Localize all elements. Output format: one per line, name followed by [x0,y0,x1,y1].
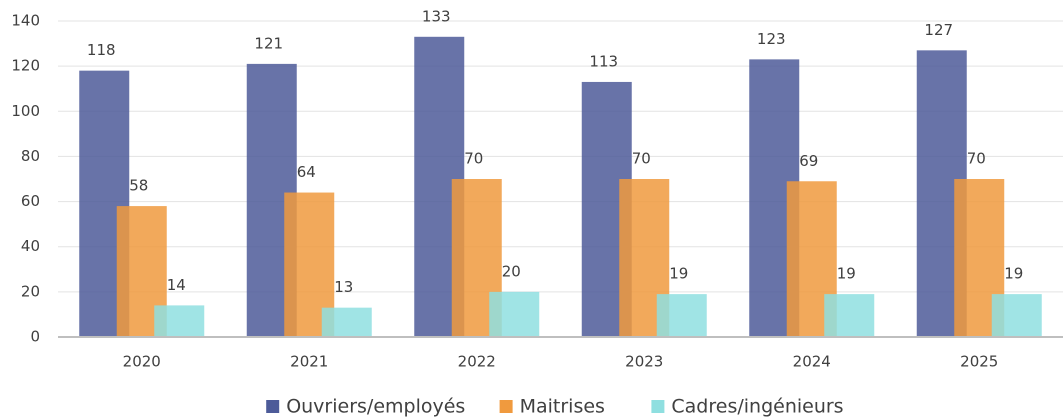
y-tick-label: 0 [30,328,40,346]
data-label: 121 [254,34,283,52]
y-tick-label: 60 [21,192,40,210]
bar [991,294,1042,337]
bar [154,305,205,337]
legend-label: Cadres/ingénieurs [671,396,843,418]
data-label: 113 [589,52,618,70]
data-label: 118 [87,41,116,59]
data-label: 70 [967,150,986,168]
x-tick-label: 2021 [290,353,328,371]
y-tick-label: 20 [21,282,40,300]
y-tick-label: 80 [21,147,40,165]
data-label: 19 [669,265,688,283]
data-label: 19 [1004,265,1023,283]
bar [824,294,875,337]
bar [489,291,540,337]
y-tick-label: 40 [21,237,40,255]
y-tick-label: 140 [11,12,40,30]
data-label: 19 [837,265,856,283]
legend: Ouvriers/employés Maitrises Cadres/ingénie… [266,396,844,418]
x-tick-label: 2022 [458,353,496,371]
x-tick-label: 2025 [960,353,998,371]
legend-label: Ouvriers/employés [286,396,465,418]
data-label: 14 [167,276,186,294]
bar [656,294,707,337]
legend-swatch [651,400,665,413]
data-label: 69 [799,152,818,170]
data-label: 123 [757,30,786,48]
data-label: 70 [464,150,483,168]
data-label: 70 [632,150,651,168]
x-tick-label: 2023 [625,353,663,371]
x-tick-label: 2024 [793,353,831,371]
legend-label: Maitrises [520,396,605,418]
bar [321,307,372,337]
y-tick-label: 120 [11,57,40,75]
data-label: 58 [129,177,148,195]
data-label: 64 [297,163,316,181]
data-label: 133 [422,7,451,25]
data-label: 20 [502,262,521,280]
data-label: 127 [924,21,953,39]
x-tick-label: 2020 [123,353,161,371]
y-tick-label: 100 [11,102,40,120]
legend-swatch [499,400,513,413]
legend-swatch [266,400,280,413]
data-label: 13 [334,278,353,296]
